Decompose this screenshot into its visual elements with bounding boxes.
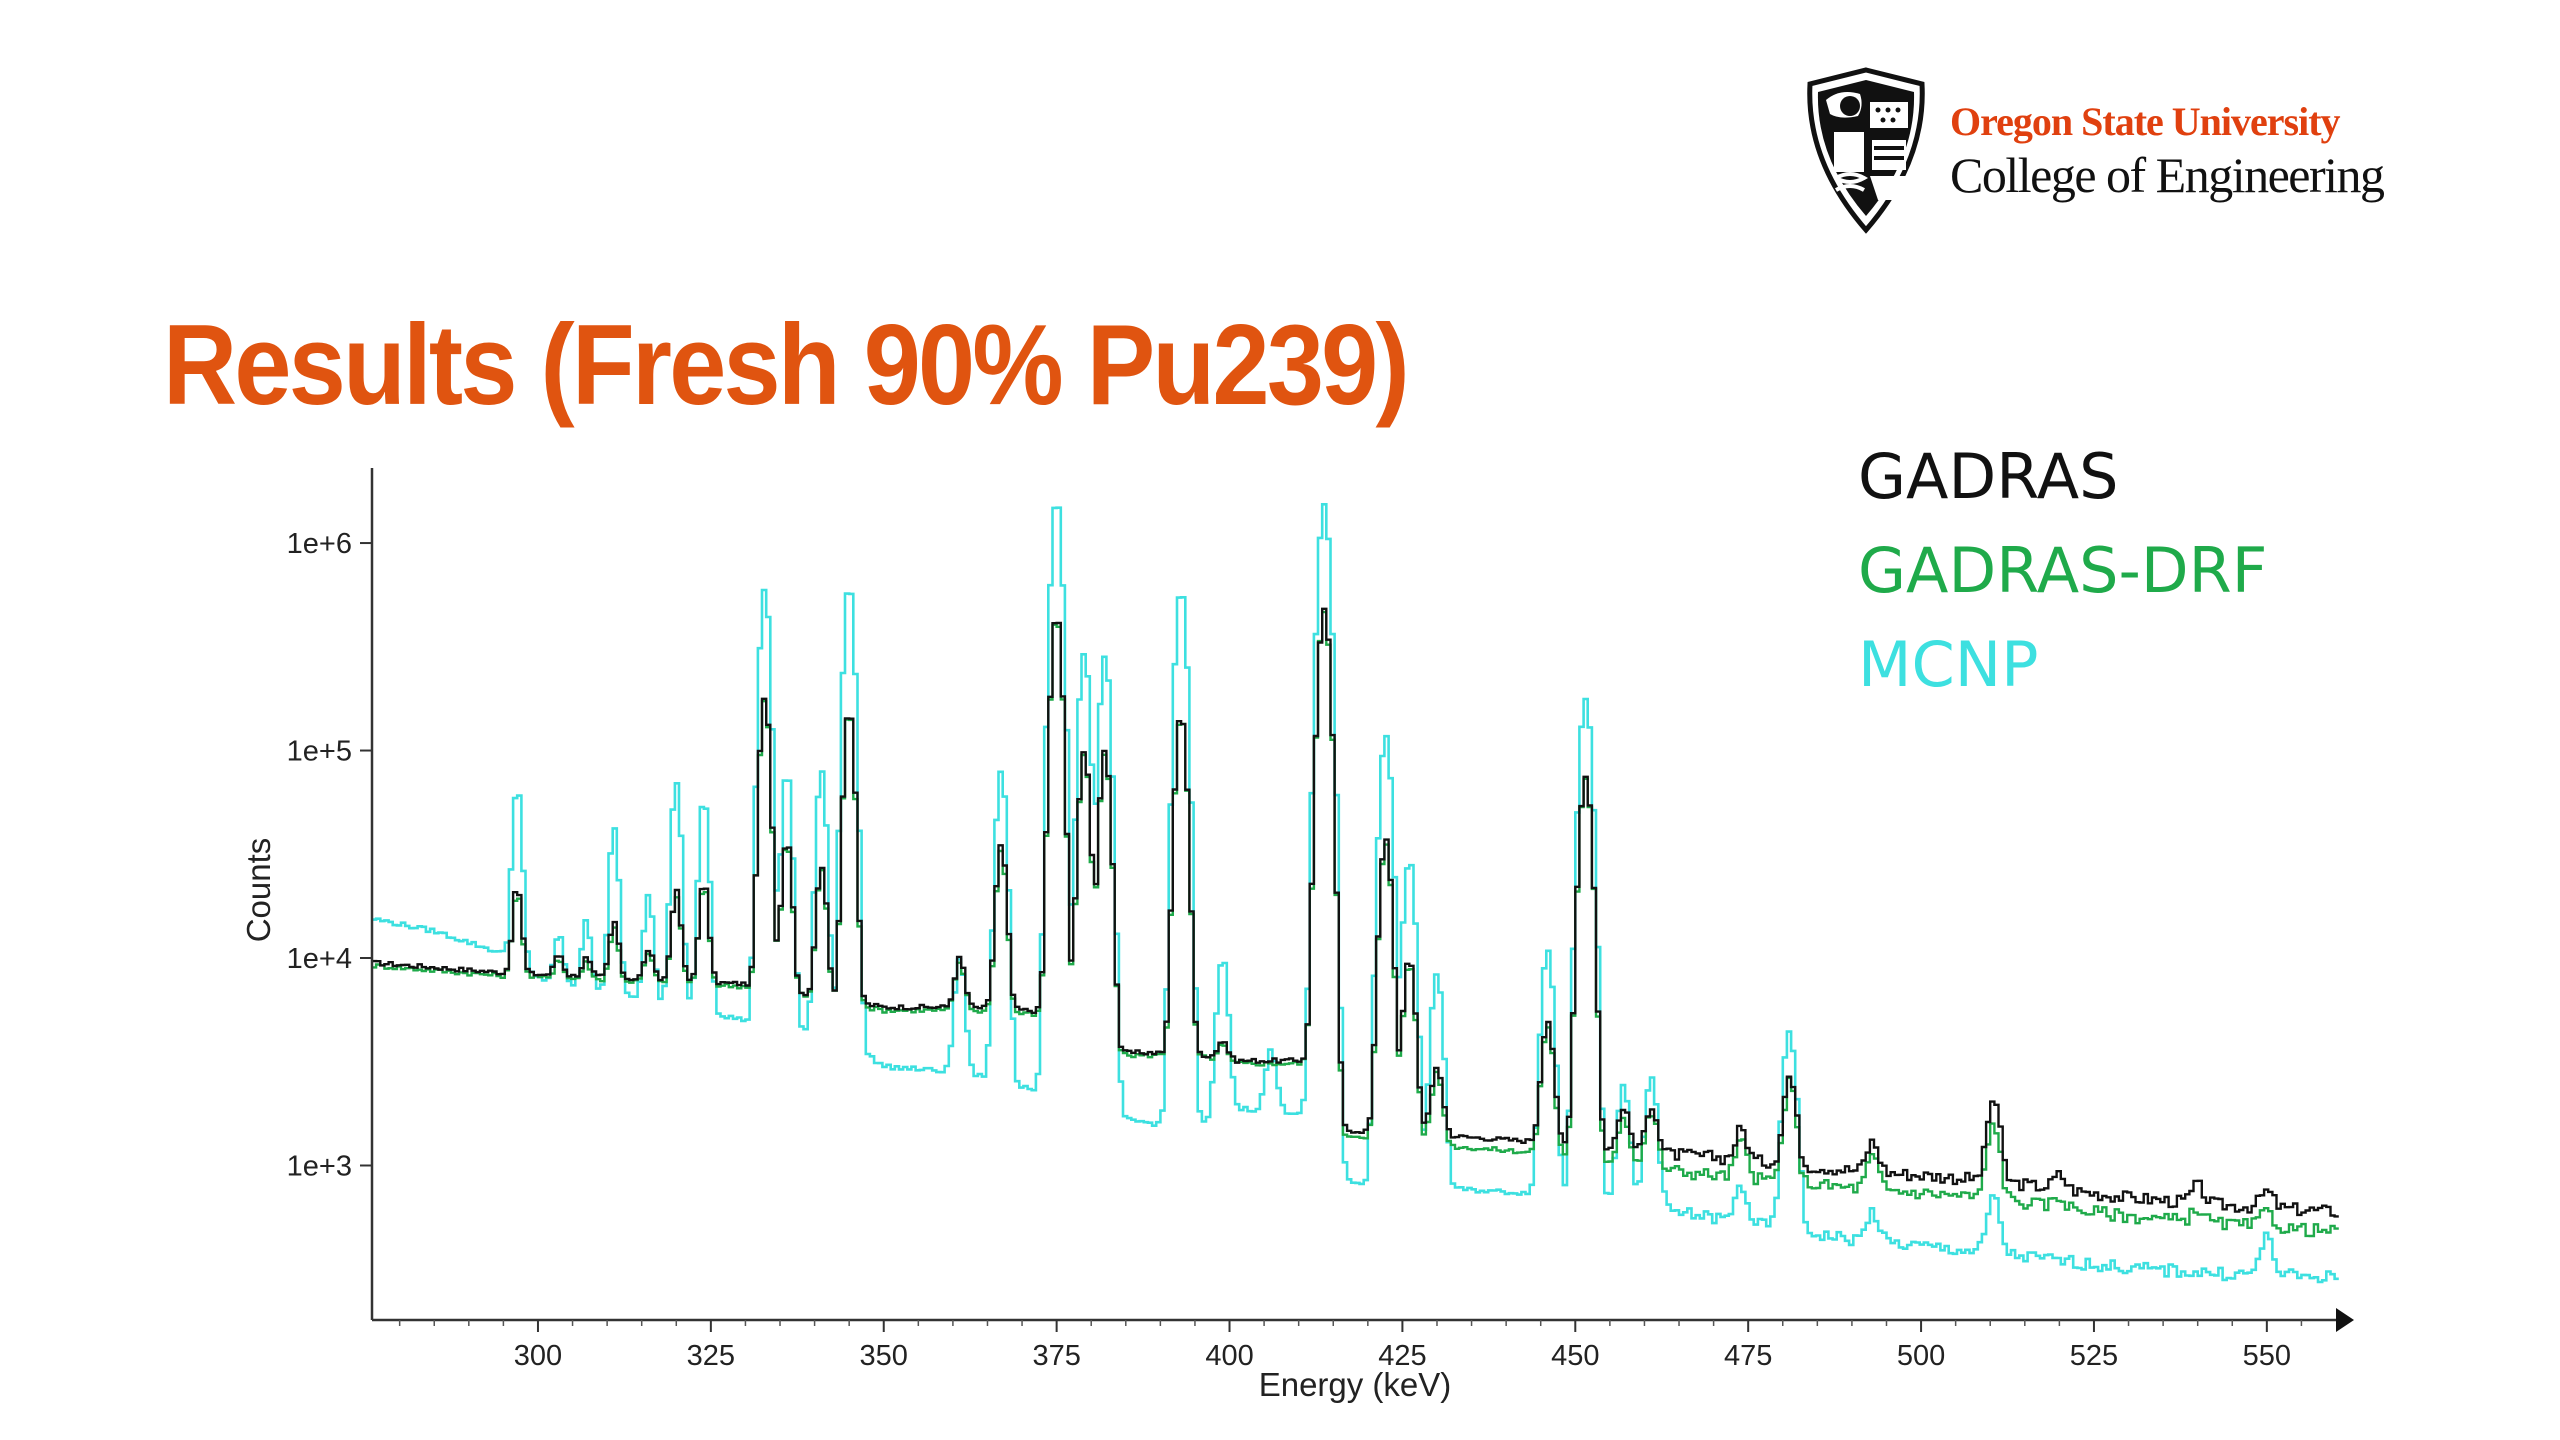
x-tick-label: 325 xyxy=(687,1340,735,1372)
legend-entry-gadras-drf: GADRAS-DRF xyxy=(1858,534,2268,607)
x-tick-label: 375 xyxy=(1032,1340,1080,1372)
series-line-gadras xyxy=(372,607,2339,1218)
x-tick-label: 550 xyxy=(2243,1340,2291,1372)
legend-entry-mcnp: MCNP xyxy=(1858,628,2039,701)
x-tick-label: 400 xyxy=(1205,1340,1253,1372)
ticks-layer: 300 325 350 375 400 425 450 475 500 525 550 1e+3 1e+… xyxy=(287,528,2303,1372)
slide-title: Results (Fresh 90% Pu239) xyxy=(163,302,1410,429)
x-axis-label: Energy (keV) xyxy=(1259,1366,1452,1403)
series-line-mcnp xyxy=(372,503,2339,1284)
y-axis-label: Counts xyxy=(240,838,277,943)
osu-logo: Oregon State University College of Engin… xyxy=(1800,66,2420,246)
x-tick-label: 350 xyxy=(860,1340,908,1372)
x-axis-arrow-icon xyxy=(2336,1308,2354,1332)
y-tick-label: 1e+4 xyxy=(287,943,352,975)
osu-seal-icon xyxy=(1807,67,1925,234)
x-tick-label: 500 xyxy=(1897,1340,1945,1372)
chart-legend: GADRAS GADRAS-DRF MCNP xyxy=(1858,430,2267,712)
x-tick-label: 525 xyxy=(2070,1340,2118,1372)
y-tick-label: 1e+6 xyxy=(287,528,352,560)
legend-entry-gadras: GADRAS xyxy=(1858,440,2119,513)
x-tick-label: 425 xyxy=(1378,1340,1426,1372)
series-layer xyxy=(372,503,2339,1284)
college-name: College of Engineering xyxy=(1950,147,2385,203)
axes-layer xyxy=(370,468,2354,1332)
y-tick-label: 1e+5 xyxy=(287,736,352,768)
y-tick-label: 1e+3 xyxy=(287,1150,352,1182)
x-tick-label: 450 xyxy=(1551,1340,1599,1372)
university-name: Oregon State University xyxy=(1950,99,2341,144)
x-tick-label: 300 xyxy=(514,1340,562,1372)
x-tick-label: 475 xyxy=(1724,1340,1772,1372)
